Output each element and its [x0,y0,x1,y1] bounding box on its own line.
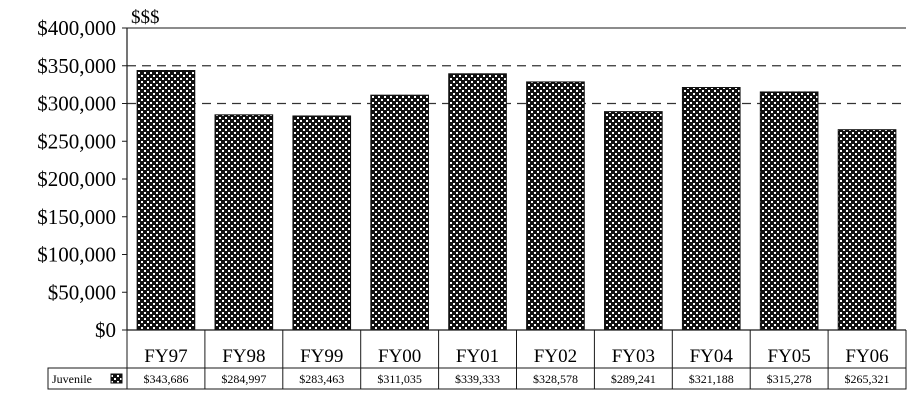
category-label: FY02 [534,346,577,367]
category-label: FY06 [845,346,888,367]
bar-fy05 [759,91,819,331]
table-value-cell: $321,188 [689,372,734,386]
data-table: Juvenile $343,686 $284,997 $283,463 $311,035… [47,367,907,390]
table-value-cell: $328,578 [533,372,578,386]
table-value-cell: $311,035 [377,372,422,386]
series-name-label: Juvenile [52,372,92,386]
category-label: FY03 [612,346,655,367]
bar-fy97 [136,70,196,331]
y-tick-label: $150,000 [37,205,116,229]
series-legend-swatch [110,373,123,384]
y-axis-unit-label: $$$ [131,7,160,28]
y-tick-label: $0 [95,318,116,342]
table-value-cell: $339,333 [455,372,500,386]
y-tick-label: $200,000 [37,167,116,191]
y-tick-label: $350,000 [37,54,116,78]
table-value-cell: $315,278 [767,372,812,386]
y-tick-label: $400,000 [37,16,116,40]
table-value-cell: $265,321 [845,372,890,386]
bar-fy02 [526,81,585,331]
bar-fy06 [837,129,897,331]
table-value-cell: $343,686 [143,372,188,386]
y-tick-label: $300,000 [37,92,116,116]
category-label: FY01 [456,346,499,367]
category-label: FY00 [378,346,421,367]
bar-fy99 [292,115,352,331]
y-tick-label: $250,000 [37,129,116,153]
table-value-cell: $289,241 [611,372,656,386]
table-value-cell: $283,463 [299,372,344,386]
bar-fy04 [681,87,741,331]
y-axis-ticks: $0 $50,000 $100,000 $150,000 $200,000 $250,00… [37,16,127,342]
category-label: FY99 [300,346,343,367]
y-tick-label: $100,000 [37,243,116,267]
bars [136,70,897,331]
bar-fy98 [214,114,274,331]
category-label: FY97 [144,346,187,367]
category-labels: FY97 FY98 FY99 FY00 FY01 FY02 FY03 FY04 FY05 FY06 [126,330,907,368]
bar-fy00 [370,94,429,331]
bar-fy03 [604,111,663,331]
y-tick-label: $50,000 [48,280,116,304]
table-value-cell: $284,997 [221,372,266,386]
bar-fy01 [448,73,507,331]
category-label: FY98 [222,346,265,367]
category-label: FY05 [768,346,811,367]
category-label: FY04 [690,346,734,367]
